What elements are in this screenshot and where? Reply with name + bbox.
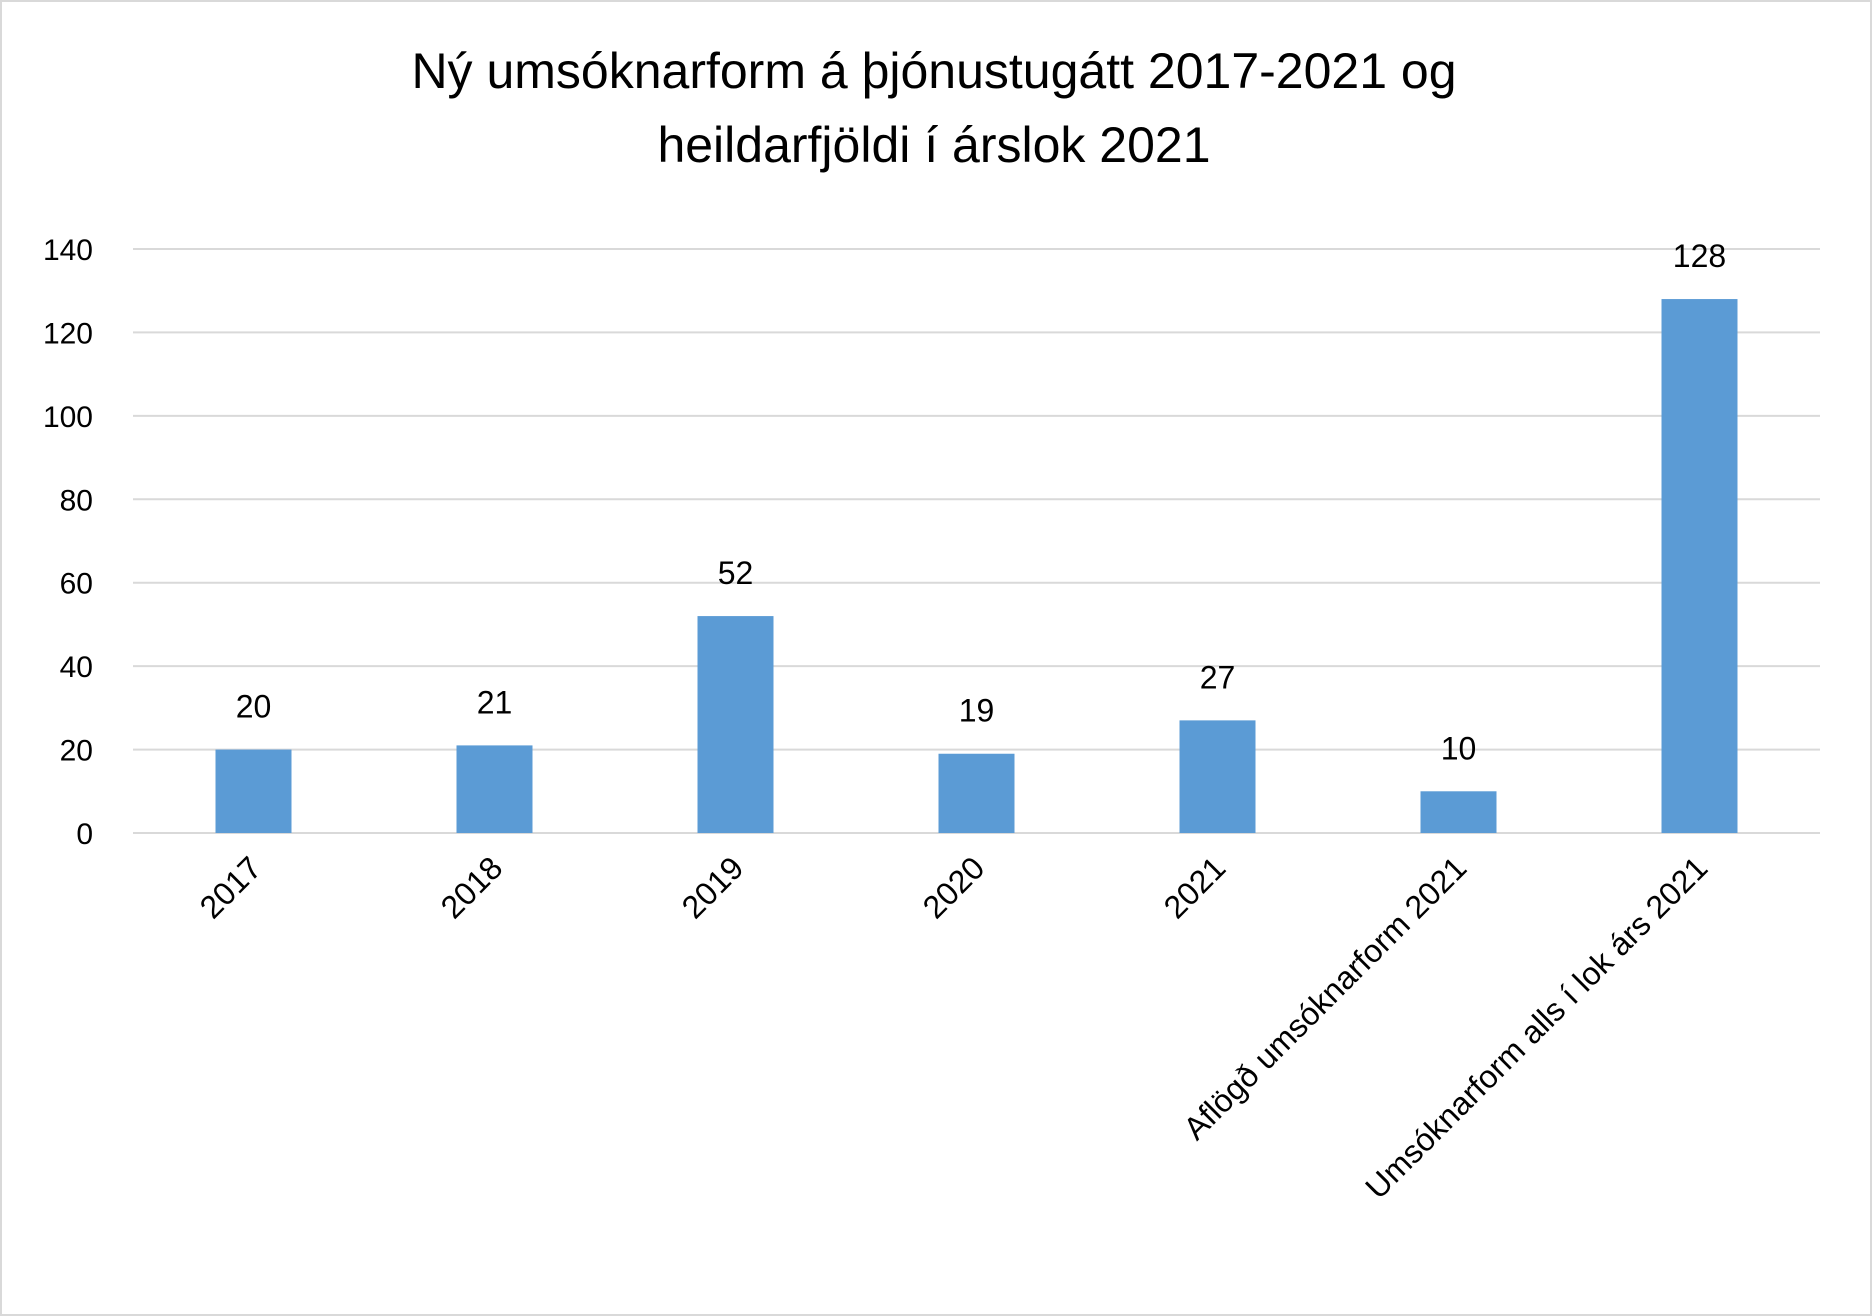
bar xyxy=(215,749,292,833)
data-label: 19 xyxy=(959,693,995,729)
data-label: 10 xyxy=(1441,730,1477,766)
x-tick-label: 2020 xyxy=(916,849,992,925)
x-tick-label: 2021 xyxy=(1157,849,1233,925)
data-label: 20 xyxy=(236,689,272,725)
y-tick-label: 120 xyxy=(43,317,93,350)
y-tick-label: 20 xyxy=(60,735,93,768)
data-label: 21 xyxy=(477,684,513,720)
data-label: 52 xyxy=(718,555,754,591)
bar xyxy=(1179,720,1256,833)
x-tick-label: Aflögð umsóknarform 2021 xyxy=(1176,849,1473,1146)
bar xyxy=(1661,299,1738,833)
y-tick-label: 40 xyxy=(60,651,93,684)
gridlines xyxy=(133,248,1820,834)
x-tick-label: 2019 xyxy=(675,849,751,925)
y-tick-label: 0 xyxy=(76,818,93,851)
chart-title-line-1: Ný umsóknarform á þjónustugátt 2017-2021… xyxy=(411,43,1457,99)
y-tick-label: 140 xyxy=(43,234,93,267)
y-tick-label: 100 xyxy=(43,401,93,434)
x-tick-label: 2017 xyxy=(193,849,269,925)
y-tick-label: 60 xyxy=(60,568,93,601)
data-label: 128 xyxy=(1673,238,1726,274)
y-tick-label: 80 xyxy=(60,484,93,517)
data-labels: 20 21 52 19 27 10 128 xyxy=(236,238,1726,766)
x-tick-label: 2018 xyxy=(434,849,510,925)
chart-title-line-2: heildarfjöldi í árslok 2021 xyxy=(657,117,1211,173)
data-label: 27 xyxy=(1200,659,1236,695)
bar xyxy=(456,745,533,833)
chart-title: Ný umsóknarform á þjónustugátt 2017-2021… xyxy=(0,34,1868,182)
bar xyxy=(938,753,1015,833)
y-axis-ticks: 0 20 40 60 80 100 120 140 xyxy=(43,234,93,851)
bars xyxy=(215,299,1738,833)
bar xyxy=(697,616,774,833)
bar xyxy=(1420,791,1497,833)
